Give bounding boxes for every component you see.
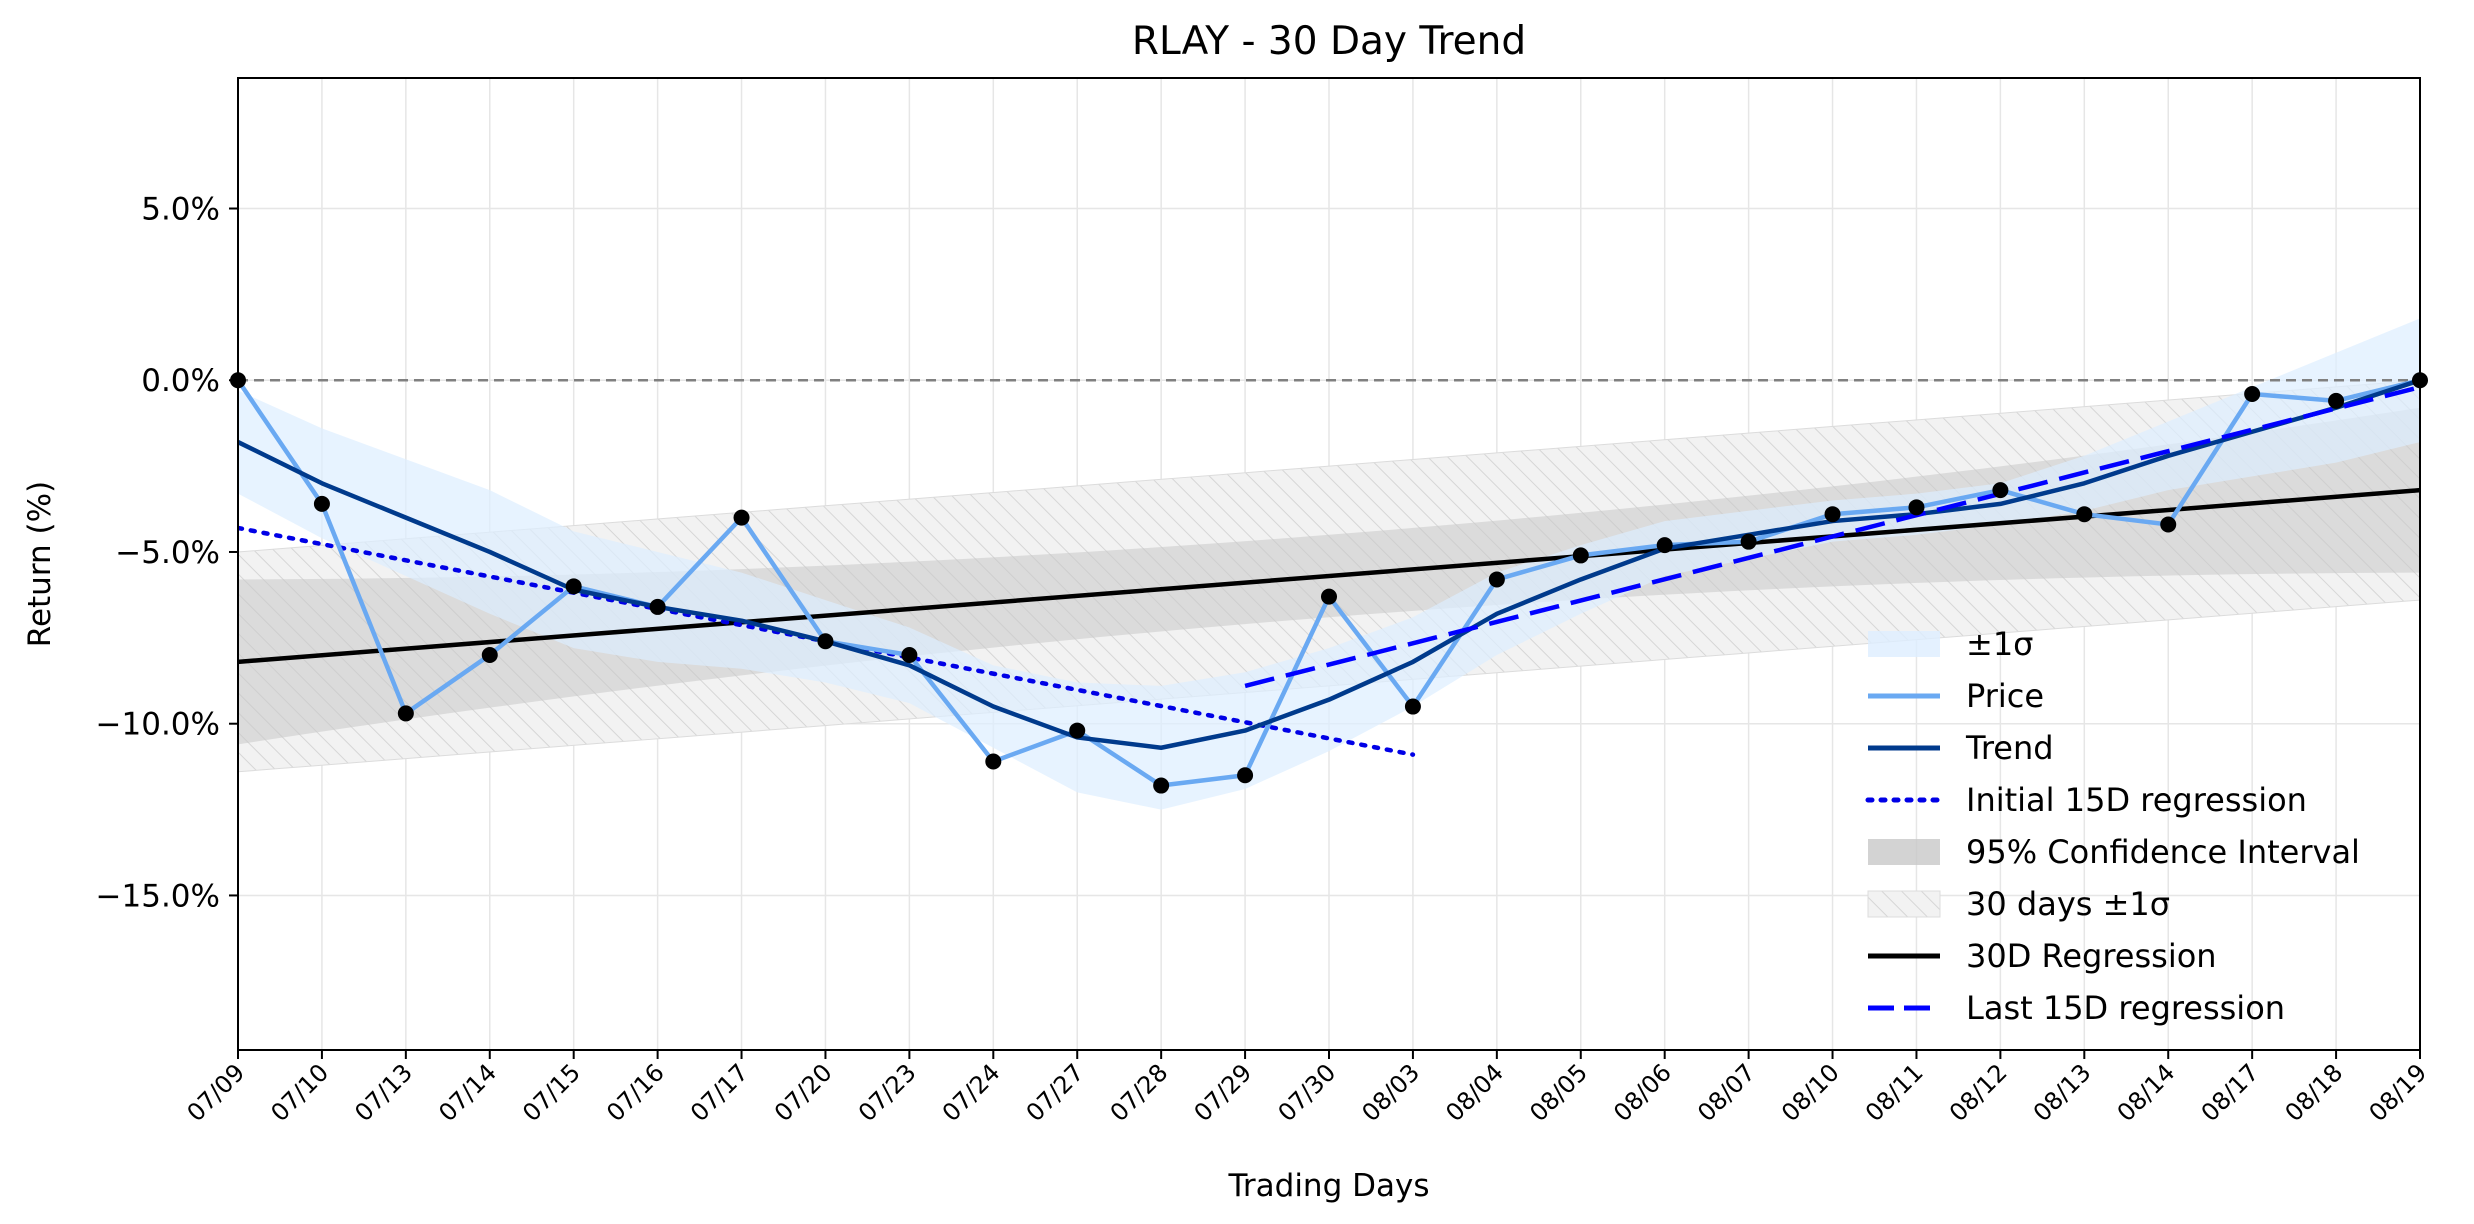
price-point	[1069, 722, 1086, 739]
y-tick-label: 5.0%	[141, 192, 220, 228]
price-point	[1488, 571, 1505, 588]
x-tick-label: 07/10	[265, 1058, 334, 1127]
y-tick-label: −10.0%	[96, 707, 220, 743]
legend-label-30-days-1: 30 days ±1σ	[1966, 885, 2170, 923]
legend-label-last-15d-regression: Last 15D regression	[1966, 989, 2285, 1027]
price-point	[1572, 547, 1589, 564]
x-tick-label: 07/30	[1273, 1058, 1342, 1127]
x-tick-label: 08/18	[2280, 1058, 2349, 1127]
x-axis-ticks: 07/09 07/10 07/13 07/14 07/15 07/16 07/17 07/20…	[182, 1050, 2433, 1127]
x-tick-label: 08/12	[1944, 1058, 2013, 1127]
price-point	[1404, 698, 1421, 715]
band-trend-sigma	[238, 318, 2420, 810]
y-axis-ticks: 5.0% 0.0% −5.0% −10.0% −15.0%	[96, 192, 238, 914]
x-tick-label: 07/27	[1021, 1058, 1090, 1127]
x-tick-label: 07/09	[182, 1058, 251, 1127]
legend-swatch-1	[1868, 631, 1940, 657]
price-point	[397, 705, 414, 722]
y-axis-label: Return (%)	[22, 481, 58, 647]
price-point	[481, 647, 498, 664]
price-point	[565, 578, 582, 595]
x-tick-label: 08/14	[2112, 1058, 2181, 1127]
price-point	[1992, 482, 2009, 499]
price-point	[1237, 767, 1254, 784]
legend-label-price: Price	[1966, 677, 2044, 715]
price-point	[1740, 533, 1757, 550]
x-tick-label: 07/13	[349, 1058, 418, 1127]
price-point	[1656, 537, 1673, 554]
legend: ±1σ Price Trend Initial 15D regression 95% C…	[1865, 625, 2360, 1027]
x-tick-label: 07/29	[1189, 1058, 1258, 1127]
x-tick-label: 08/17	[2196, 1058, 2265, 1127]
y-tick-label: −5.0%	[115, 535, 220, 571]
x-tick-label: 08/06	[1608, 1058, 1677, 1127]
x-tick-label: 07/28	[1105, 1058, 1174, 1127]
legend-label-30d-regression: 30D Regression	[1966, 937, 2217, 975]
x-tick-label: 07/15	[517, 1058, 586, 1127]
x-tick-label: 07/17	[685, 1058, 754, 1127]
x-tick-label: 08/19	[2364, 1058, 2433, 1127]
price-point	[2076, 506, 2093, 523]
price-point	[733, 509, 750, 526]
price-point	[2160, 516, 2177, 533]
legend-label-1: ±1σ	[1966, 625, 2033, 663]
legend-label-trend: Trend	[1965, 729, 2054, 767]
legend-label-initial-15d-regression: Initial 15D regression	[1966, 781, 2307, 819]
price-point	[817, 633, 834, 650]
x-tick-label: 07/23	[853, 1058, 922, 1127]
chart-title: RLAY - 30 Day Trend	[1132, 19, 1526, 64]
price-point	[313, 495, 330, 512]
legend-swatch-30-days-1	[1867, 890, 1941, 918]
price-point	[1908, 499, 1925, 516]
x-tick-label: 07/16	[601, 1058, 670, 1127]
x-tick-label: 08/05	[1524, 1058, 1593, 1127]
series-line-30d-regression	[238, 487, 2420, 665]
y-tick-label: 0.0%	[141, 363, 220, 399]
price-point	[2244, 385, 2261, 402]
price-point	[1153, 777, 1170, 794]
price-point	[901, 647, 918, 664]
price-point	[1321, 588, 1337, 605]
price-point	[985, 753, 1002, 770]
y-tick-label: −15.0%	[96, 878, 220, 914]
x-tick-label: 08/10	[1776, 1058, 1845, 1127]
legend-label-95-confidence-interval: 95% Confidence Interval	[1966, 833, 2360, 871]
x-tick-label: 08/13	[2028, 1058, 2097, 1127]
x-tick-label: 08/11	[1860, 1058, 1929, 1127]
price-point	[2328, 392, 2345, 409]
series-line-last-15d-regression	[1244, 384, 2420, 689]
series-line-trend	[238, 378, 2420, 751]
x-tick-label: 08/04	[1440, 1058, 1509, 1127]
x-tick-label: 07/14	[433, 1058, 502, 1127]
price-point	[1824, 506, 1841, 523]
x-tick-label: 07/20	[769, 1058, 838, 1127]
x-tick-label: 08/03	[1356, 1058, 1425, 1127]
x-tick-label: 08/07	[1692, 1058, 1761, 1127]
x-axis-label: Trading Days	[1228, 1168, 1430, 1204]
price-point	[649, 598, 666, 615]
x-tick-label: 07/24	[937, 1058, 1006, 1127]
legend-swatch-95-confidence-interval	[1868, 839, 1940, 865]
